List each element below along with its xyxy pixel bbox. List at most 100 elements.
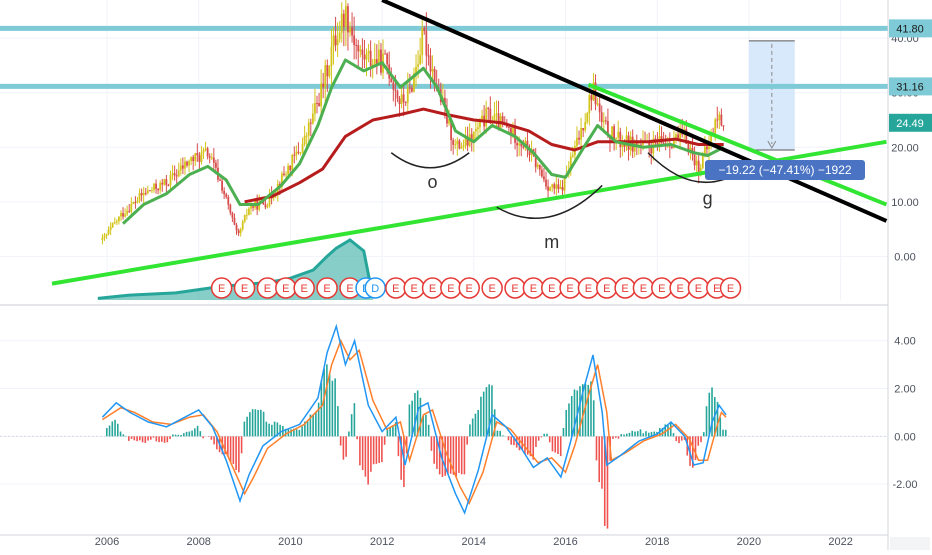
- histogram-bar: [112, 421, 114, 436]
- histogram-bar: [615, 436, 617, 437]
- candle-body: [300, 153, 302, 154]
- candle-body: [118, 217, 120, 222]
- event-marker-label: E: [695, 283, 702, 295]
- candle-body: [312, 114, 314, 124]
- candle-body: [337, 39, 339, 45]
- candle-body: [159, 183, 161, 190]
- candle-body: [112, 223, 114, 227]
- histogram-bar: [472, 418, 474, 436]
- candle-body: [324, 65, 326, 87]
- histogram-bar: [491, 385, 493, 436]
- histogram-bar: [329, 373, 331, 436]
- candle-body: [578, 138, 580, 140]
- candle-body: [694, 155, 696, 166]
- candle-body: [120, 213, 122, 216]
- candle-body: [213, 158, 215, 163]
- candle-body: [720, 115, 722, 126]
- histogram-bar: [425, 415, 427, 437]
- histogram-bar: [681, 436, 683, 440]
- candle-body: [322, 84, 324, 88]
- macd-tick-label: 0.00: [894, 431, 915, 443]
- histogram-bar: [180, 435, 182, 436]
- histogram-bar: [230, 436, 232, 462]
- pattern-label-o: o: [428, 172, 438, 192]
- candle-body: [128, 211, 130, 212]
- event-marker-label: E: [676, 283, 683, 295]
- candle-body: [108, 230, 110, 234]
- histogram-bar: [634, 432, 636, 437]
- histogram-bar: [431, 436, 433, 450]
- trendline: [382, 0, 886, 221]
- event-marker-label: E: [241, 283, 248, 295]
- candle-body: [696, 161, 698, 166]
- histogram-bar: [246, 417, 248, 437]
- candle-body: [137, 201, 139, 203]
- histogram-bar: [554, 436, 556, 452]
- candle-body: [572, 155, 574, 157]
- candle-body: [496, 113, 498, 114]
- histogram-bar: [156, 436, 158, 441]
- candles: [102, 0, 725, 244]
- histogram-bar: [398, 436, 400, 456]
- histogram-bar: [139, 436, 141, 440]
- candle-body: [110, 227, 112, 230]
- candle-body: [428, 55, 430, 56]
- candle-body: [545, 180, 547, 187]
- histogram-bar: [365, 436, 367, 476]
- histogram-bar: [640, 429, 642, 436]
- candle-body: [553, 184, 555, 188]
- candle-body: [463, 145, 465, 147]
- time-tick-label: 2012: [370, 536, 394, 548]
- histogram-bar: [648, 433, 650, 437]
- candle-body: [718, 115, 720, 120]
- histogram-bar: [499, 431, 501, 436]
- candle-body: [145, 193, 147, 194]
- histogram-bar: [563, 428, 565, 436]
- candle-body: [399, 99, 401, 105]
- price-tick-label: 0.00: [894, 251, 915, 263]
- candle-body: [597, 103, 599, 104]
- event-marker-label: E: [447, 283, 454, 295]
- candle-body: [207, 148, 209, 156]
- histogram-bar: [620, 434, 622, 436]
- candle-body: [339, 33, 341, 40]
- event-marker-label: E: [392, 283, 399, 295]
- candle-body: [518, 143, 520, 145]
- histogram-bar: [466, 436, 468, 444]
- candle-body: [494, 114, 496, 121]
- candle-body: [366, 54, 368, 60]
- price-badge-label: 31.16: [896, 81, 924, 93]
- histogram-bar: [678, 436, 680, 443]
- price-badge-label: 24.49: [896, 118, 924, 130]
- candle-body: [477, 127, 479, 129]
- candle-body: [562, 187, 564, 190]
- histogram-bar: [626, 434, 628, 437]
- histogram-bar: [483, 392, 485, 437]
- histogram-bar: [384, 436, 386, 444]
- histogram-bar: [543, 434, 545, 437]
- candle-body: [203, 150, 205, 152]
- histogram-bar: [359, 436, 361, 465]
- macd-panel[interactable]: [0, 326, 888, 528]
- candle-body: [221, 181, 223, 191]
- price-axis[interactable]: 40.0030.0020.0010.000.004.002.000.00-2.0…: [888, 0, 932, 550]
- histogram-bar: [279, 425, 281, 437]
- candle-body: [198, 155, 200, 162]
- candle-body: [316, 103, 318, 104]
- histogram-bar: [598, 436, 600, 482]
- event-marker-label: E: [585, 283, 592, 295]
- histogram-bar: [183, 433, 185, 436]
- histogram-bar: [164, 436, 166, 442]
- histogram-bar: [381, 436, 383, 462]
- time-tick-label: 2018: [645, 536, 669, 548]
- candle-body: [265, 204, 267, 207]
- candle-body: [289, 166, 291, 170]
- event-marker-label: E: [346, 283, 353, 295]
- candle-body: [584, 122, 586, 130]
- price-panel[interactable]: omg−19.22 (−47.41%) −1922EEEEEEEDDEEEEEE…: [0, 0, 888, 300]
- candle-body: [409, 87, 411, 88]
- histogram-bar: [433, 436, 435, 463]
